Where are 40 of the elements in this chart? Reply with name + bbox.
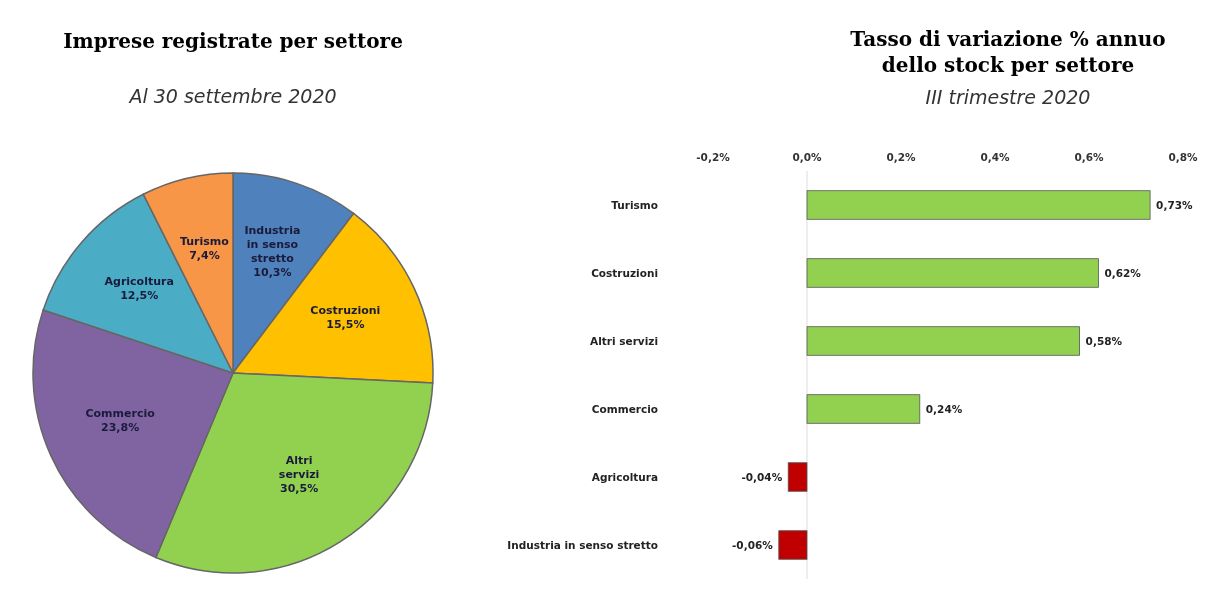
data-label: 7,4% (189, 249, 220, 263)
bar (787, 462, 808, 492)
slice-label: Industria in senso stretto (244, 224, 301, 266)
chart-title: Imprese registrate per settore (63, 29, 403, 53)
y-tick-label: Turismo (611, 199, 658, 211)
slice-label: Turismo (179, 235, 230, 249)
data-label: 0,58% (1085, 335, 1123, 347)
slice-label: Costruzioni (310, 303, 381, 317)
x-tick-label: 0,2% (886, 151, 917, 163)
slice-label: Altri servizi (278, 453, 320, 481)
slice-label: Agricoltura (104, 274, 174, 288)
bar (806, 326, 1080, 356)
data-label: 0,73% (1156, 199, 1194, 211)
data-label: -0,06% (732, 539, 774, 551)
y-tick-label: Agricoltura (591, 471, 658, 483)
chart-subtitle: III trimestre 2020 (925, 86, 1091, 108)
y-tick-label: Industria in senso stretto (507, 539, 658, 551)
data-label: 15,5% (326, 317, 365, 331)
data-label: 12,5% (120, 288, 159, 302)
data-label: 0,62% (1104, 267, 1142, 279)
data-label: 10,3% (253, 266, 292, 280)
data-label: 0,24% (925, 403, 963, 415)
chart-title: Tasso di variazione % annuo dello stock per settore (850, 27, 1166, 77)
x-tick-label: 0,6% (1074, 151, 1105, 163)
x-tick-label: 0,4% (980, 151, 1011, 163)
y-tick-label: Altri servizi (590, 335, 658, 347)
data-label: 30,5% (280, 481, 319, 495)
x-tick-label: -0,2% (696, 151, 731, 163)
x-tick-label: 0,0% (792, 151, 823, 163)
y-tick-label: Costruzioni (591, 267, 658, 279)
slice-label: Commercio (85, 407, 156, 421)
bar (778, 530, 808, 560)
bar (806, 190, 1151, 220)
data-label: 23,8% (101, 421, 140, 435)
bar (806, 258, 1099, 288)
data-label: -0,04% (741, 471, 783, 483)
x-tick-label: 0,8% (1168, 151, 1199, 163)
chart-subtitle: Al 30 settembre 2020 (127, 85, 337, 107)
bar (806, 394, 921, 424)
y-tick-label: Commercio (591, 403, 658, 415)
